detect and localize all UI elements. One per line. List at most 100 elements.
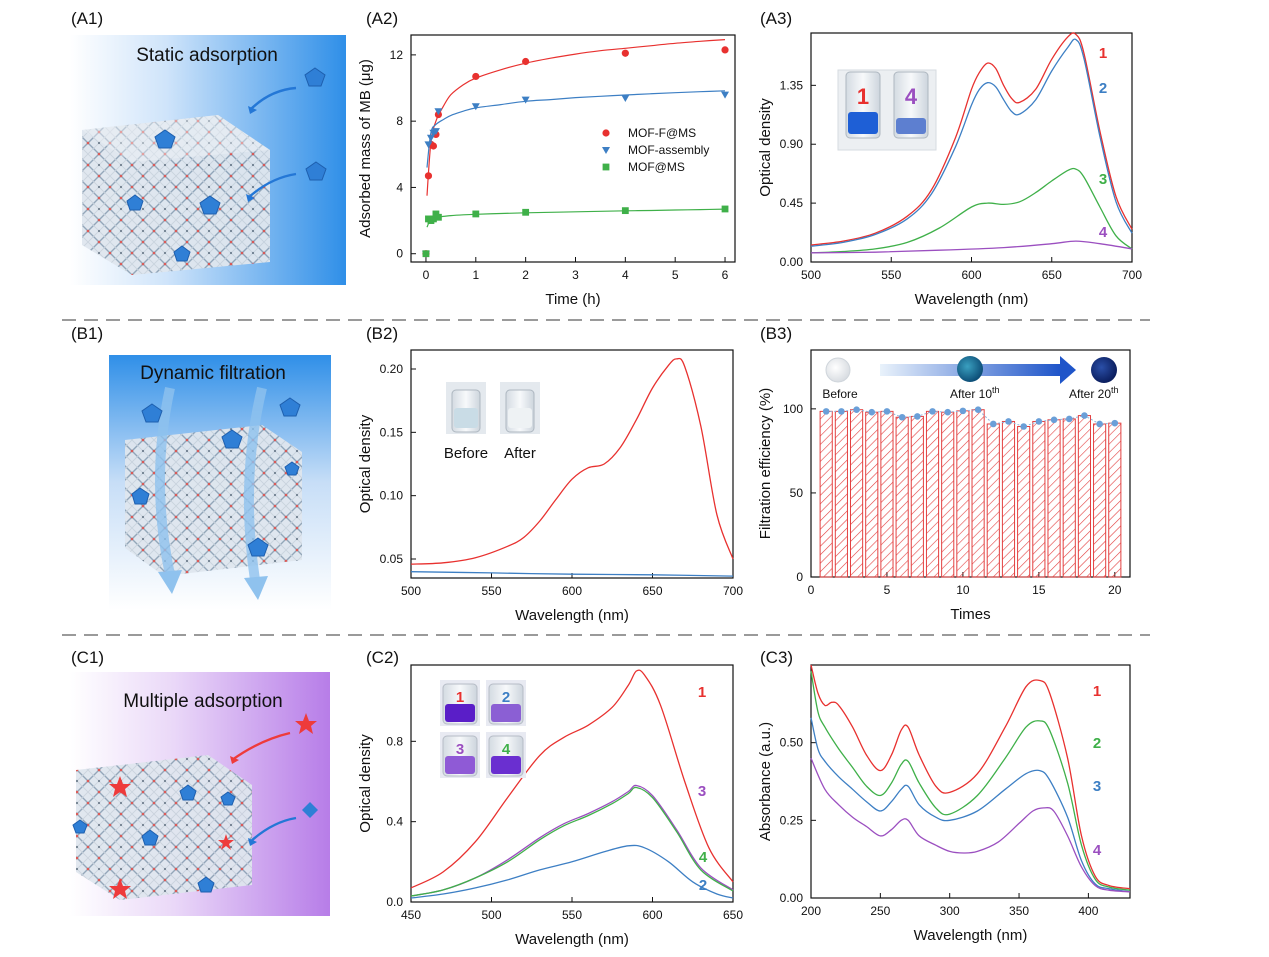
panel-label-A2: (A2) xyxy=(366,9,398,28)
plot-frame xyxy=(810,349,1131,578)
vial-liquid xyxy=(445,756,475,774)
data-point-mof-assembly xyxy=(521,96,530,104)
diamond-molecule xyxy=(302,802,318,818)
arrow-head xyxy=(248,106,257,114)
y-tick-label: 0.05 xyxy=(380,552,404,566)
y-tick-label: 0.00 xyxy=(780,255,804,269)
x-tick-label: 700 xyxy=(1122,268,1142,282)
efficiency-point-18 xyxy=(1081,412,1088,419)
efficiency-point-11 xyxy=(974,406,982,413)
pentagon-molecule xyxy=(279,397,301,417)
pentagon-molecule xyxy=(72,819,88,834)
y-axis-label: Optical density xyxy=(757,98,774,197)
x-tick-label: 650 xyxy=(642,584,662,598)
x-tick-label: 500 xyxy=(801,268,821,282)
pentagon-molecule xyxy=(304,67,326,87)
vial-number-label: 3 xyxy=(456,741,464,758)
y-tick-label: 0.25 xyxy=(780,813,804,827)
efficiency-point-19 xyxy=(1096,420,1103,428)
series-line-2 xyxy=(410,844,734,899)
data-point-mof-ms xyxy=(472,210,480,218)
y-tick-label: 0.10 xyxy=(380,489,404,503)
y-tick-label: 12 xyxy=(390,48,404,62)
efficiency-point-13 xyxy=(1005,418,1012,425)
bar-run-14 xyxy=(1017,426,1031,578)
inset-label-after-10-sup: th xyxy=(992,385,1000,395)
series-line-1 xyxy=(810,32,1133,246)
star-molecule xyxy=(218,834,234,850)
series-line-4 xyxy=(810,240,1133,254)
pentagon-molecule xyxy=(141,403,163,423)
legend-entry-mof-assembly: MOF-assembly xyxy=(628,143,709,157)
filter-disc-after-10 xyxy=(957,356,983,382)
efficiency-point-3 xyxy=(853,406,860,413)
data-point-mof-ms xyxy=(435,213,442,221)
curve-label: 1 xyxy=(1093,683,1101,700)
pentagon-molecule xyxy=(221,429,243,449)
panel-label-C3: (C3) xyxy=(760,648,793,667)
x-tick-label: 15 xyxy=(1032,583,1046,597)
arrow-head xyxy=(230,756,239,764)
star-molecule xyxy=(109,878,131,899)
illustration-multiple-adsorption: Multiple adsorption xyxy=(70,672,330,916)
x-axis-label: Times xyxy=(950,606,990,623)
x-tick-label: 0 xyxy=(808,583,815,597)
pentagon-molecule xyxy=(199,195,221,215)
arrow-head xyxy=(246,194,255,202)
x-tick-label: 450 xyxy=(401,908,421,922)
arrow-head xyxy=(248,838,257,846)
data-point-mof-ms xyxy=(430,215,437,223)
series-line-2 xyxy=(810,671,1131,891)
pentagon-molecule xyxy=(131,487,150,505)
vial-liquid xyxy=(508,408,532,428)
bar-run-12 xyxy=(986,423,1000,578)
x-tick-label: 550 xyxy=(481,584,501,598)
vial-number-label: 1 xyxy=(456,689,464,706)
vial-liquid xyxy=(491,756,521,774)
pentagon-molecule xyxy=(126,194,144,211)
curve-label: 1 xyxy=(1099,45,1107,62)
y-axis-label: Filtration efficiency (%) xyxy=(757,388,774,539)
bar-run-16 xyxy=(1047,419,1061,578)
y-tick-label: 1.35 xyxy=(780,78,804,92)
chart-optical-density-b2: 500 550 600 650 700 0.05 0.10 0.15 0.20 Wavelengt… xyxy=(357,349,743,624)
star-molecule xyxy=(109,776,131,797)
data-point-mof-f-ms xyxy=(472,72,480,81)
illustration-title: Static adsorption xyxy=(136,45,278,66)
x-axis-label: Wavelength (nm) xyxy=(515,607,629,624)
pentagon-molecule xyxy=(197,876,215,893)
series-line-4 xyxy=(810,757,1131,893)
flow-arrow xyxy=(155,386,175,577)
data-point-mof-assembly xyxy=(621,94,630,102)
vial-inset: 1 2 3 4 xyxy=(440,680,526,778)
curve-label: 4 xyxy=(1099,224,1108,241)
y-tick-label: 0 xyxy=(396,247,403,261)
data-point-mof-assembly xyxy=(721,91,730,99)
data-point-mof-f-ms xyxy=(429,142,438,150)
chart-optical-density-c2: 450 500 550 600 650 0.0 0.4 0.8 Wavelength (nm) O… xyxy=(357,664,743,948)
panel-label-B2: (B2) xyxy=(366,324,398,343)
x-tick-label: 20 xyxy=(1108,583,1122,597)
series-line-4 xyxy=(410,786,734,897)
x-tick-label: 600 xyxy=(642,908,662,922)
y-tick-label: 0.00 xyxy=(780,891,804,905)
plot-frame xyxy=(410,34,736,263)
x-tick-label: 300 xyxy=(940,904,960,918)
x-tick-label: 350 xyxy=(1009,904,1029,918)
x-axis-label: Wavelength (nm) xyxy=(515,931,629,948)
legend-entry-mof-f-ms: MOF-F@MS xyxy=(628,126,696,140)
x-axis-label: Time (h) xyxy=(545,291,600,308)
series-line-1 xyxy=(410,669,734,889)
bar-run-7 xyxy=(910,415,924,578)
efficiency-point-8 xyxy=(929,408,936,415)
bar-run-9 xyxy=(941,411,955,578)
vial-liquid xyxy=(445,704,475,722)
vial-caption: Before xyxy=(444,445,488,462)
series-line-3 xyxy=(810,717,1131,893)
y-axis-label: Optical density xyxy=(357,734,374,833)
bar-run-19 xyxy=(1093,423,1107,578)
fit-curve-mof-ms xyxy=(426,208,726,228)
vial-number-label: 4 xyxy=(502,741,511,758)
data-point-mof-f-ms xyxy=(721,46,729,54)
